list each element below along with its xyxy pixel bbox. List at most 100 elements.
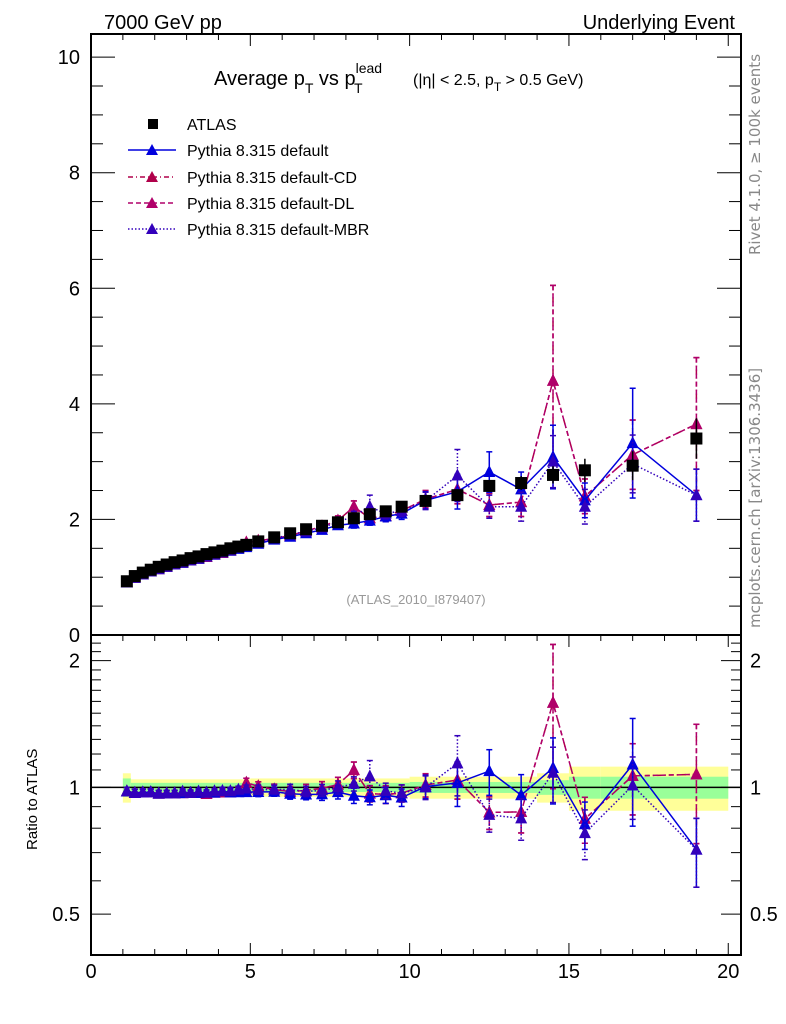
pythia-8-315-default-mbr-point	[144, 785, 157, 798]
legend-label: Pythia 8.315 default	[187, 143, 329, 160]
y-tick-label: 2	[69, 509, 80, 531]
pythia-8-315-default-point	[578, 493, 591, 506]
pythia-8-315-default-point	[626, 757, 639, 770]
atlas-point	[547, 468, 560, 481]
pythia-8-315-default-mbr-point	[515, 499, 528, 512]
rivet-version-label: Rivet 4.1.0, ≥ 100k events	[746, 54, 764, 255]
ratio-y-tick-label: 1	[69, 777, 80, 799]
pythia-8-315-default-mbr-point	[192, 784, 205, 797]
pythia-8-315-default-dl-point	[547, 695, 560, 708]
atlas-point	[300, 523, 313, 536]
pythia-8-315-default-dl-point	[347, 499, 360, 512]
ratio-y-tick-label-right: 2	[750, 651, 761, 673]
ratio-y-axis-label: Ratio to ATLAS	[24, 749, 41, 850]
pythia-8-315-default-mbr-point	[626, 778, 639, 791]
atlas-point	[451, 489, 464, 502]
title-cuts-sub: T	[494, 80, 502, 94]
pythia-8-315-default-mbr-point	[216, 784, 229, 797]
atlas-point	[316, 519, 329, 532]
pythia-8-315-default-mbr-point	[690, 842, 703, 855]
svg-text:Average pT vs plead: Average pT vs plead	[214, 60, 382, 96]
pythia-8-315-default-mbr-point	[120, 784, 133, 797]
y-tick-label: 4	[69, 394, 80, 416]
legend-entry-atlas: ATLAS	[148, 117, 237, 134]
pythia-8-315-default-mbr-point	[451, 756, 464, 769]
title-cuts-a: (|η| < 2.5, p	[413, 72, 494, 89]
pythia-8-315-default-mbr-point	[547, 765, 560, 778]
header-left-label: 7000 GeV pp	[104, 12, 222, 34]
title-mid: vs p	[313, 68, 355, 90]
pythia-8-315-default-point	[483, 764, 496, 777]
pythia-8-315-default-mbr-point	[136, 785, 149, 798]
pythia-8-315-default-mbr-point	[300, 784, 313, 797]
ratio-y-tick-label-right: 1	[750, 777, 761, 799]
pythia-8-315-default-mbr-point	[578, 826, 591, 839]
pythia-8-315-default-mbr-point	[347, 776, 360, 789]
atlas-point	[284, 527, 297, 540]
legend: ATLAS Pythia 8.315 default Pythia 8.315 …	[128, 117, 369, 239]
atlas-point	[363, 508, 376, 521]
x-tick-label: 5	[245, 961, 256, 983]
pythia-8-315-default-mbr-point	[483, 499, 496, 512]
ratio-y-tick-label: 0.5	[52, 904, 80, 926]
legend-label: Pythia 8.315 default-DL	[187, 196, 354, 213]
pythia-8-315-default-mbr-point	[395, 786, 408, 799]
legend-marker-triangle	[146, 223, 158, 234]
ratio-panel-series	[120, 643, 703, 888]
pythia-8-315-default-point	[515, 788, 528, 801]
pythia-8-315-default-point	[363, 790, 376, 803]
atlas-point	[331, 516, 344, 529]
legend-label: Pythia 8.315 default-CD	[187, 170, 357, 187]
x-tick-label: 0	[85, 961, 96, 983]
atlas-point	[347, 512, 360, 525]
x-tick-label: 15	[558, 961, 580, 983]
pythia-8-315-default-mbr-point	[284, 782, 297, 795]
legend-entry-dl: Pythia 8.315 default-DL	[128, 196, 354, 213]
atlas-point	[268, 531, 281, 544]
legend-label: Pythia 8.315 default-MBR	[187, 222, 369, 239]
legend-entry-mbr: Pythia 8.315 default-MBR	[128, 222, 369, 239]
pythia-8-315-default-mbr-point	[578, 499, 591, 512]
axes-frames	[90, 33, 742, 956]
pythia-8-315-default-mbr-line	[126, 460, 697, 584]
axis-ticks: 0 5 10 15 20 0 2 4 6 8 10 0.5 0.5 1 1 2 2	[52, 34, 778, 983]
pythia-8-315-default-mbr-line	[126, 762, 697, 851]
pythia-8-315-default-mbr-point	[379, 783, 392, 796]
pythia-8-315-default-line	[126, 442, 697, 584]
pythia-8-315-default-mbr-point	[208, 784, 221, 797]
pythia-8-315-default-mbr-point	[160, 786, 173, 799]
pythia-8-315-default-mbr-point	[128, 785, 141, 798]
pythia-8-315-default-mbr-point	[252, 782, 265, 795]
x-tick-label: 20	[717, 961, 739, 983]
pythia-8-315-default-mbr-point	[419, 780, 432, 793]
svg-text:(|η| < 2.5, pT > 0.5 GeV): (|η| < 2.5, pT > 0.5 GeV)	[413, 72, 583, 94]
pythia-8-315-default-mbr-point	[176, 784, 189, 797]
pythia-8-315-default-mbr-point	[483, 807, 496, 820]
pythia-8-315-default-mbr-point	[152, 786, 165, 799]
chart-title: Average pT vs plead T (|η| < 2.5, pT > 0…	[214, 60, 583, 96]
header-right-label: Underlying Event	[583, 12, 736, 34]
legend-label: ATLAS	[187, 117, 237, 134]
pythia-8-315-default-mbr-point	[515, 811, 528, 824]
pythia-8-315-default-mbr-point	[240, 781, 253, 794]
atlas-point	[252, 535, 265, 548]
y-tick-label: 10	[58, 47, 80, 69]
atlas-point	[240, 538, 253, 551]
pythia-8-315-default-point	[483, 465, 496, 478]
title-sub2: T	[354, 80, 363, 96]
atlas-point	[626, 459, 639, 472]
pythia-8-315-default-mbr-point	[690, 488, 703, 501]
pythia-8-315-default-dl-point	[690, 767, 703, 780]
legend-marker-square	[148, 119, 158, 129]
title-sup: lead	[356, 60, 382, 76]
pythia-8-315-default-mbr-point	[316, 783, 329, 796]
legend-marker-triangle	[146, 171, 158, 182]
pythia-8-315-default-mbr-point	[547, 454, 560, 467]
ratio-panel-frame	[90, 634, 742, 956]
pythia-8-315-default-dl-line	[126, 377, 697, 584]
legend-entry-default: Pythia 8.315 default	[128, 143, 329, 160]
pythia-8-315-default-line	[126, 763, 697, 851]
y-tick-label: 0	[69, 625, 80, 647]
legend-marker-triangle	[146, 197, 158, 208]
pythia-8-315-default-dl-point	[347, 763, 360, 776]
